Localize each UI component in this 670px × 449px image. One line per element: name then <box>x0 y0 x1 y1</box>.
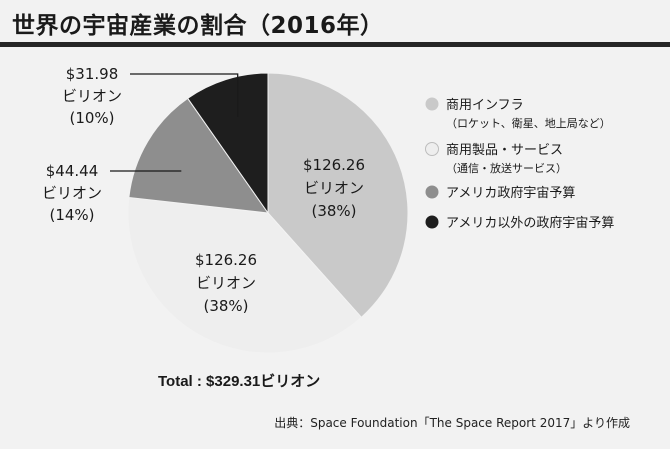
legend-marker-0 <box>425 97 439 111</box>
slice-value-3: $31.98 <box>66 65 119 83</box>
source-note: 出典：Space Foundation「The Space Report 201… <box>274 416 630 430</box>
legend-label-2: アメリカ政府宇宙予算 <box>446 186 575 201</box>
slice-percent-0: (38%) <box>311 202 356 220</box>
legend-marker-2 <box>425 185 439 199</box>
pie-slices <box>127 72 409 354</box>
slice-percent-2: (14%) <box>49 206 94 224</box>
legend-sublabel-0: （ロケット、衛星、地上局など） <box>446 117 611 130</box>
pie-slice-2 <box>128 97 270 214</box>
legend-label-0: 商用インフラ <box>446 98 524 113</box>
slice-value-0: $126.26 <box>303 156 365 174</box>
legend: 商用インフラ （ロケット、衛星、地上局など） 商用製品・サービス （通信・放送サービス… <box>425 97 614 231</box>
legend-label-1: 商用製品・サービス <box>446 143 563 158</box>
legend-marker-1 <box>425 142 439 156</box>
pie-slice-0 <box>267 72 409 319</box>
slice-value-1: $126.26 <box>195 251 257 269</box>
slice-percent-3: (10%) <box>69 109 114 127</box>
total-label: Total : $329.31ビリオン <box>158 373 321 390</box>
legend-marker-3 <box>425 215 439 229</box>
legend-label-3: アメリカ以外の政府宇宙予算 <box>446 216 614 231</box>
leader-line-3 <box>130 73 239 117</box>
slice-unit-3: ビリオン <box>62 87 122 105</box>
legend-sublabel-1: （通信・放送サービス） <box>446 161 567 175</box>
chart-title: 世界の宇宙産業の割合（2016年） <box>12 13 384 39</box>
slice-unit-1: ビリオン <box>196 274 256 292</box>
pie-slice-1 <box>127 196 363 354</box>
title-underline <box>0 42 670 47</box>
pie-slice-3 <box>187 72 269 215</box>
slice-unit-0: ビリオン <box>304 179 364 197</box>
pie-labels: $126.26 ビリオン (38%) $126.26 ビリオン (38%) $44.44 ビリ… <box>42 65 365 315</box>
slice-value-2: $44.44 <box>46 162 99 180</box>
slice-unit-2: ビリオン <box>42 184 102 202</box>
slice-percent-1: (38%) <box>203 297 248 315</box>
